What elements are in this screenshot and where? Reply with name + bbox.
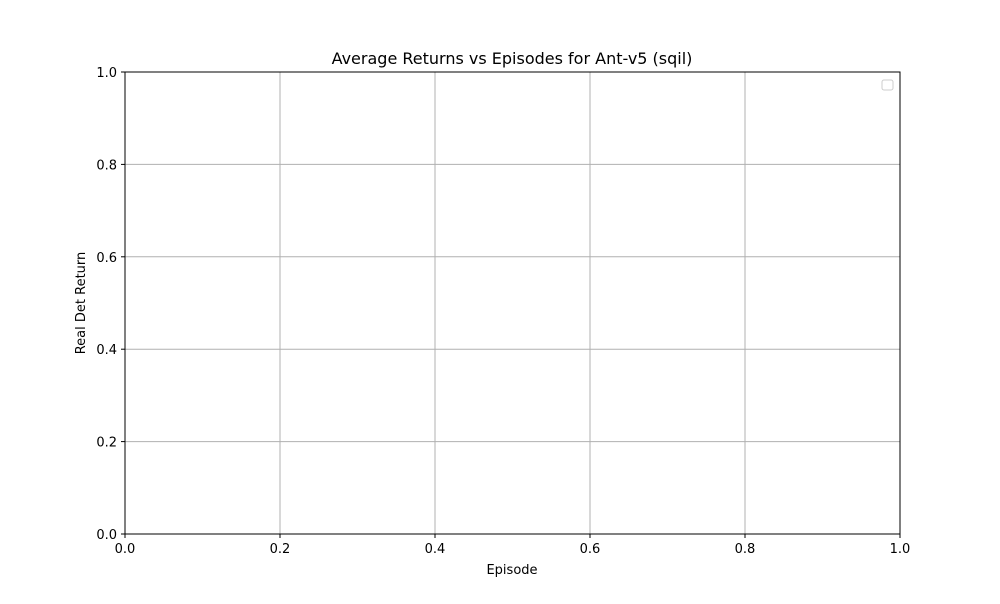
- plot-frame: [124, 71, 901, 535]
- y-tick-label: 0.6: [96, 251, 117, 266]
- y-tick-label: 0.2: [96, 436, 117, 451]
- y-tick-label: 0.4: [96, 343, 117, 358]
- y-tick-label: 1.0: [96, 66, 117, 81]
- chart-title: Average Returns vs Episodes for Ant-v5 (…: [332, 49, 693, 68]
- y-tick-label: 0.0: [96, 528, 117, 543]
- x-tick-label: 0.4: [425, 542, 446, 557]
- x-axis-ticks: 0.0 0.2 0.4 0.6 0.8 1.0: [115, 534, 911, 557]
- legend: [881, 79, 894, 91]
- grid-lines: [124, 71, 901, 535]
- x-tick-label: 0.0: [115, 542, 136, 557]
- x-tick-label: 1.0: [890, 542, 911, 557]
- y-axis-label: Real Det Return: [74, 252, 89, 355]
- x-tick-label: 0.8: [735, 542, 756, 557]
- y-tick-label: 0.8: [96, 158, 117, 173]
- x-tick-label: 0.2: [270, 542, 291, 557]
- x-tick-label: 0.6: [580, 542, 601, 557]
- y-axis-ticks: 0.0 0.2 0.4 0.6 0.8 1.0: [96, 66, 125, 543]
- x-axis-label: Episode: [486, 563, 537, 578]
